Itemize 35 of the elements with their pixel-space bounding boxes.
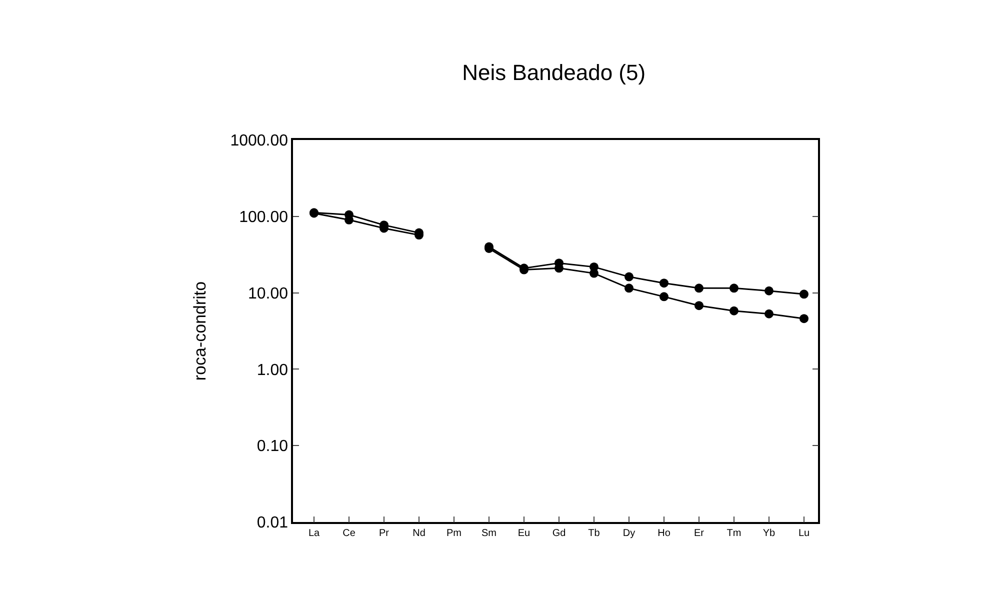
point [660,292,668,302]
point [694,301,704,310]
y-tick-label: 10.00 [248,285,288,302]
x-tick-label: Ce [342,528,356,539]
y-tick-label: 100.00 [239,209,288,226]
y-tick-label: 1.00 [256,362,288,379]
x-tick-label: Yb [762,528,776,539]
point [694,284,704,293]
point [660,278,668,288]
x-tick-label: Pr [379,528,390,539]
x-tick-label: Tb [588,528,600,539]
point [764,309,774,318]
y-tick-label: 0.01 [256,514,288,532]
x-tick-label: Er [694,528,705,539]
chart-title: Neis Bandeado (5) [462,60,646,86]
point [800,314,808,324]
x-tick-label: Dy [622,528,636,539]
x-tick-label: Sm [482,528,496,539]
point [800,290,808,299]
point [730,306,738,316]
x-tick-label: Lu [798,528,810,539]
x-tick-label: Pm [446,528,462,539]
y-axis-title: roca-condrito [190,281,210,381]
point [764,286,774,296]
point [624,272,634,282]
x-tick-label: Eu [518,528,530,539]
point [624,284,634,293]
x-tick-label: La [308,528,320,539]
x-tick-label: Gd [552,528,566,539]
x-tick-label: Tm [726,528,742,539]
x-tick-label: Nd [412,528,426,539]
y-tick-label: 0.10 [256,438,288,456]
point [730,284,738,293]
x-tick-label: Ho [658,528,671,539]
y-tick-label: 1000.00 [230,132,288,150]
